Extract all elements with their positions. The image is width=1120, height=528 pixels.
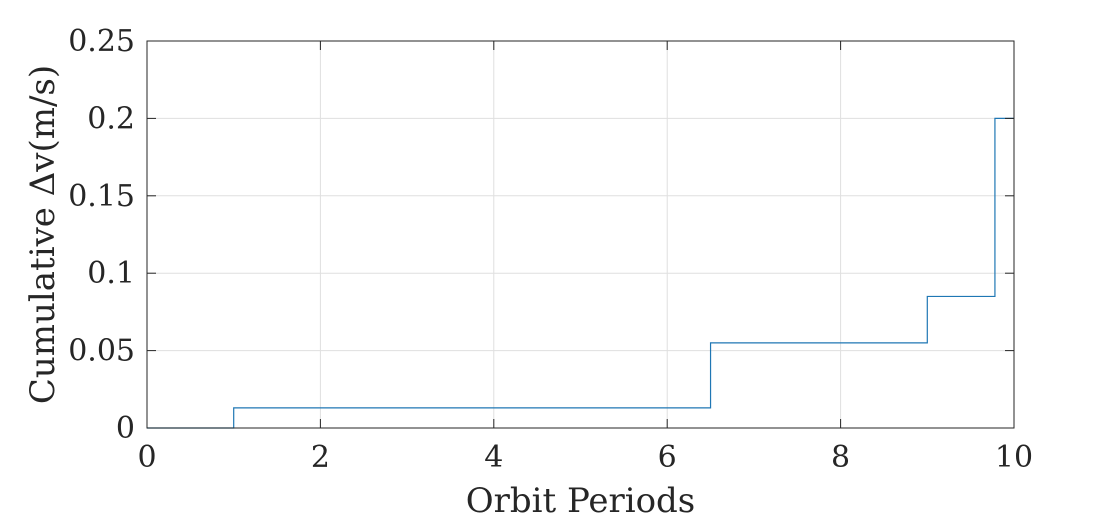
x-tick-label: 8 [831, 440, 850, 475]
x-tick-label: 6 [658, 440, 677, 475]
x-tick-label: 2 [311, 440, 330, 475]
y-tick-label: 0.05 [68, 334, 135, 369]
cumulative-delta-v-line [147, 117, 1014, 429]
y-tick-label: 0.15 [68, 179, 135, 214]
series-layer [147, 117, 1014, 429]
y-axis-title: Cumulative Δv(m/s) [23, 65, 63, 404]
grid [146, 40, 1015, 429]
x-tick-label: 0 [137, 440, 156, 475]
plot-area-border [146, 40, 1015, 429]
x-tick-labels: 0 2 4 6 8 10 [137, 440, 1033, 475]
y-tick-label: 0 [116, 411, 135, 446]
ticks [146, 40, 1015, 429]
y-tick-label: 0.2 [87, 101, 135, 136]
y-tick-label: 0.1 [87, 256, 135, 291]
y-tick-label: 0.25 [68, 24, 135, 59]
x-axis-title: Orbit Periods [466, 481, 696, 521]
x-tick-label: 4 [484, 440, 503, 475]
x-tick-label: 10 [995, 440, 1033, 475]
y-tick-labels: 0 0.05 0.1 0.15 0.2 0.25 [68, 24, 135, 446]
